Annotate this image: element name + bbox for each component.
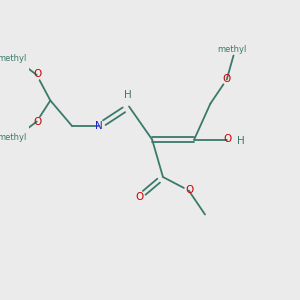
Text: N: N xyxy=(95,121,103,131)
Text: O: O xyxy=(223,74,231,84)
Text: O: O xyxy=(33,117,41,127)
Text: O: O xyxy=(185,185,194,195)
Text: methyl: methyl xyxy=(0,54,27,63)
Text: H: H xyxy=(237,136,245,146)
Text: O: O xyxy=(135,192,143,202)
Text: O: O xyxy=(33,69,41,80)
Text: O: O xyxy=(224,134,232,145)
Text: methyl: methyl xyxy=(0,134,27,142)
Text: methyl: methyl xyxy=(218,45,247,54)
Text: H: H xyxy=(124,90,132,100)
